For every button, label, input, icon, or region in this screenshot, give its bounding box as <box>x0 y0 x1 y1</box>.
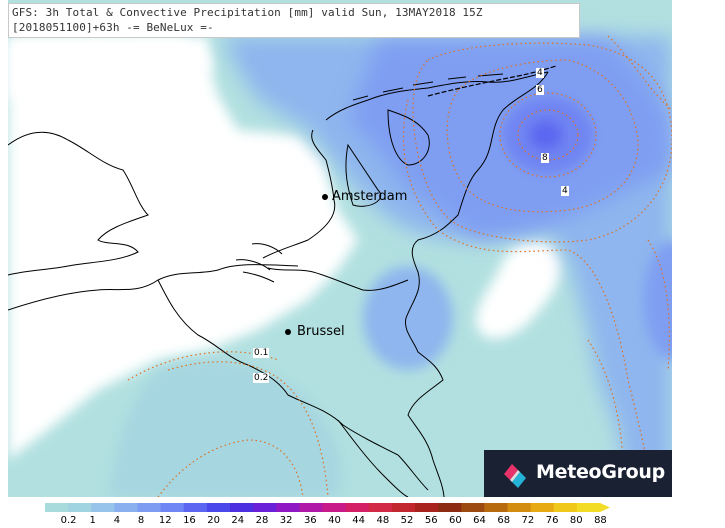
map-header: GFS: 3h Total & Convective Precipitation… <box>8 3 580 38</box>
header-title: GFS: 3h Total & Convective Precipitation… <box>12 6 483 19</box>
precip-colorbar <box>45 503 610 512</box>
colorbar-tick-label: 32 <box>279 515 293 526</box>
no-precip-area-west <box>8 36 358 460</box>
contour-north <box>607 35 672 111</box>
colorbar-tick-label: 40 <box>328 515 341 526</box>
contour-label-6: 6 <box>536 85 544 95</box>
colorbar-segment <box>160 503 185 512</box>
colorbar-tick-label: 1 <box>89 515 96 526</box>
colorbar-segment <box>276 503 300 512</box>
colorbar-tick-label: 20 <box>207 515 220 526</box>
precipitation-map <box>8 0 672 497</box>
amsterdam-marker <box>322 194 328 200</box>
colorbar-segment <box>114 503 138 512</box>
meteogroup-icon <box>504 464 526 488</box>
contour-label-4-top: 4 <box>536 68 544 78</box>
colorbar-tick-label: 88 <box>594 515 607 526</box>
contour-south <box>157 439 304 497</box>
colorbar-tick-label: 24 <box>231 515 245 526</box>
contour-6mm <box>499 92 597 178</box>
colorbar-tick-label: 36 <box>303 515 317 526</box>
colorbar-tick-label: 80 <box>569 515 583 526</box>
colorbar-segment <box>253 503 277 512</box>
colorbar-segment <box>461 503 485 512</box>
isobar-line <box>427 65 557 97</box>
colorbar-segment <box>91 503 115 512</box>
contour-east <box>647 239 670 371</box>
colorbar-tick-label: 28 <box>255 515 269 526</box>
map-canvas <box>8 0 672 497</box>
colorbar-segment <box>230 503 254 512</box>
colorbar-segment <box>368 503 393 512</box>
colorbar-tick-label: 60 <box>449 515 462 526</box>
colorbar-tick-label: 52 <box>400 515 414 526</box>
contour-8mm <box>517 109 579 161</box>
colorbar-segment <box>206 503 231 512</box>
colorbar-tick-label: 16 <box>183 515 196 526</box>
colorbar-tick-label: 68 <box>497 515 511 526</box>
colorbar-segment <box>68 503 92 512</box>
colorbar-segment <box>45 503 69 512</box>
city-label-brussel: Brussel <box>297 324 345 339</box>
colorbar-tick-label: 44 <box>352 515 366 526</box>
colorbar-tick-label: 72 <box>521 515 535 526</box>
colorbar-segment <box>576 503 601 512</box>
colorbar-tick-label: 76 <box>545 515 559 526</box>
precip-field-southwest <box>108 360 342 497</box>
precip-blob-limburg <box>363 266 453 370</box>
meteogroup-logo: MeteoGroup <box>484 450 672 497</box>
contour-0-2mm <box>167 361 329 497</box>
contour-label-0-1: 0.1 <box>253 348 270 358</box>
colorbar-tick-label: 64 <box>473 515 486 526</box>
colorbar-arrow <box>600 503 610 512</box>
colorbar-segment <box>507 503 532 512</box>
colorbar-tick-label: 56 <box>424 515 438 526</box>
colorbar-segment <box>391 503 416 512</box>
coastlines <box>8 71 549 497</box>
contour-label-0-2: 0.2 <box>253 373 270 383</box>
precip-core <box>530 121 562 149</box>
city-label-amsterdam: Amsterdam <box>332 189 408 204</box>
brussel-marker <box>285 329 291 335</box>
colorbar-segment <box>530 503 555 512</box>
colorbar-segment <box>137 503 162 512</box>
colorbar-tick-label: 4 <box>113 515 121 526</box>
colorbar-segment <box>299 503 323 512</box>
colorbar-segment <box>553 503 578 512</box>
no-precip-area-north <box>8 36 213 100</box>
colorbar-segment <box>438 503 462 512</box>
colorbar-segment <box>484 503 508 512</box>
colorbar-tick-label: 8 <box>137 515 145 526</box>
colorbar-segment <box>322 503 347 512</box>
colorbar-segment <box>345 503 370 512</box>
colorbar-tick-label: 12 <box>158 515 172 526</box>
precip-field-east <box>644 240 672 360</box>
colorbar-segment <box>183 503 208 512</box>
no-precip-area-east <box>476 240 562 339</box>
colorbar-segment <box>415 503 439 512</box>
contour-label-4-right: 4 <box>561 186 569 196</box>
colorbar-tick-label: 0.2 <box>60 515 77 526</box>
colorbar-tick-label: 48 <box>376 515 390 526</box>
logo-wordmark: MeteoGroup <box>536 461 665 483</box>
header-subtitle: [2018051100]+63h -= BeNeLux =- <box>12 21 214 34</box>
contour-label-8: 8 <box>541 153 549 163</box>
